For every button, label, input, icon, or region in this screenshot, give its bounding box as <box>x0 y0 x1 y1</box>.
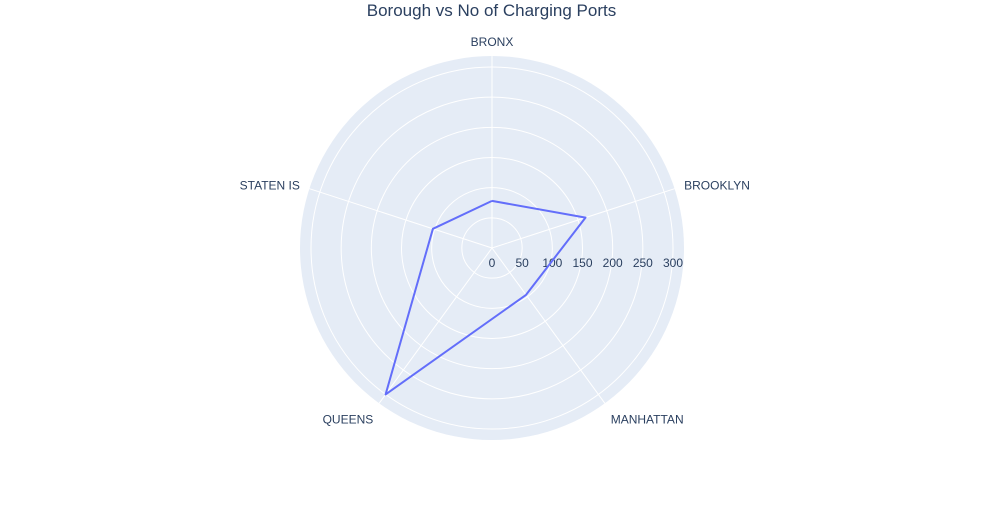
radial-tick-label-50: 50 <box>515 256 529 270</box>
data-point-bronx[interactable] <box>491 199 494 202</box>
series-line-0 <box>384 199 587 396</box>
angular-label-bronx: BRONX <box>471 35 514 49</box>
data-point-queens[interactable] <box>384 393 387 396</box>
data-point-staten-is[interactable] <box>431 227 434 230</box>
angular-label-manhattan: MANHATTAN <box>611 412 684 426</box>
data-point-brooklyn[interactable] <box>584 216 587 219</box>
radial-tick-label-300: 300 <box>663 256 683 270</box>
angular-label-queens: QUEENS <box>323 412 374 426</box>
radial-tick-label-200: 200 <box>603 256 623 270</box>
spoke-brooklyn <box>491 188 675 249</box>
chart-title: Borough vs No of Charging Ports <box>366 1 617 20</box>
spoke-staten-is <box>309 188 493 249</box>
angular-spokes <box>309 56 675 404</box>
series-layer <box>384 199 587 396</box>
radial-tick-label-100: 100 <box>542 256 562 270</box>
radial-tick-label-0: 0 <box>489 256 496 270</box>
radial-tick-label-250: 250 <box>633 256 653 270</box>
angular-label-brooklyn: BROOKLYN <box>684 179 750 193</box>
spoke-manhattan <box>491 247 606 404</box>
radial-tick-label-150: 150 <box>572 256 592 270</box>
spoke-queens <box>378 247 493 404</box>
angular-label-staten-is: STATEN IS <box>240 179 300 193</box>
data-point-manhattan[interactable] <box>525 293 528 296</box>
radial-ticks: 0 50 100 150 200 250 300 <box>489 256 684 270</box>
angular-labels: BRONX BROOKLYN MANHATTAN QUEENS STATEN IS <box>240 35 750 426</box>
